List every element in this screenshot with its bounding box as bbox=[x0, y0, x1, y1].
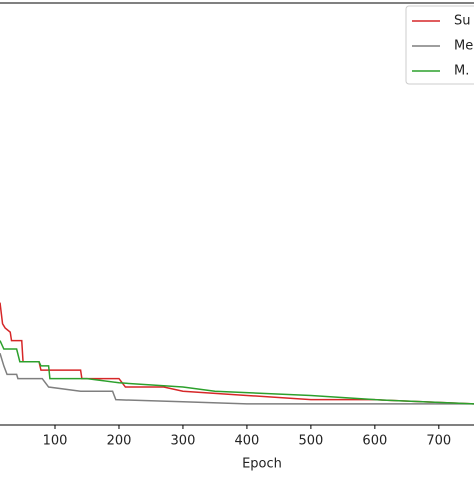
line-series bbox=[0, 353, 474, 405]
line-series bbox=[0, 302, 474, 405]
x-axis-label: Epoch bbox=[242, 457, 282, 472]
x-tick-label: 100 bbox=[43, 434, 68, 449]
legend-label: Me bbox=[454, 39, 473, 54]
legend-label: Su bbox=[454, 14, 471, 29]
x-tick-label: 300 bbox=[171, 434, 196, 449]
x-tick-label: 700 bbox=[426, 434, 451, 449]
x-tick-label: 600 bbox=[362, 434, 387, 449]
line-series bbox=[0, 340, 474, 405]
x-tick-label: 400 bbox=[235, 434, 260, 449]
legend-label: M. bbox=[454, 64, 469, 79]
legend-box bbox=[405, 5, 474, 85]
x-tick-label: 500 bbox=[298, 434, 323, 449]
x-tick-label: 200 bbox=[107, 434, 132, 449]
